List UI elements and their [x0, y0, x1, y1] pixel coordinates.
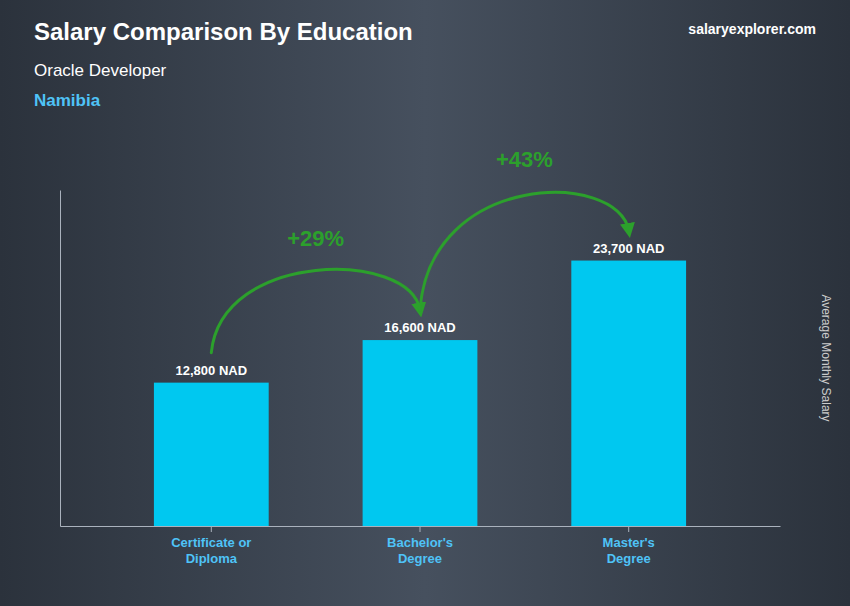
y-axis	[60, 191, 61, 527]
y-axis-line	[60, 191, 61, 527]
growth-label: +43%	[496, 147, 553, 172]
value-label: 16,600 NAD	[384, 320, 456, 335]
growth-label: +29%	[287, 226, 344, 251]
subtitle: Oracle Developer	[34, 61, 167, 80]
background	[0, 0, 850, 606]
bar	[363, 340, 478, 526]
title: Salary Comparison By Education	[34, 18, 413, 45]
source: salaryexplorer.com	[688, 21, 816, 37]
bar	[154, 383, 269, 526]
growth-arrow	[211, 269, 420, 352]
y-axis-title: Average Monthly Salary	[819, 294, 833, 421]
x-tick-mark	[628, 526, 629, 532]
x-tick-label: Master'sDegree	[603, 535, 655, 566]
x-tick-label-line: Degree	[607, 551, 651, 566]
value-label: 12,800 NAD	[176, 363, 248, 378]
x-tick-mark	[420, 526, 421, 532]
x-tick: Bachelor'sDegree	[387, 526, 453, 566]
x-tick-label-line: Certificate or	[171, 535, 251, 550]
x-tick-label-line: Master's	[603, 535, 655, 550]
x-tick-label: Bachelor'sDegree	[387, 535, 453, 566]
plot: Certificate orDiplomaBachelor'sDegreeMas…	[61, 147, 781, 567]
x-tick: Certificate orDiploma	[171, 526, 251, 566]
chart: Salary Comparison By Education Oracle Dev…	[0, 0, 850, 606]
x-tick-label: Certificate orDiploma	[171, 535, 251, 566]
x-tick-label-line: Bachelor's	[387, 535, 453, 550]
value-label: 23,700 NAD	[593, 241, 665, 256]
x-tick-label-line: Degree	[398, 551, 442, 566]
location: Namibia	[34, 91, 101, 110]
bar	[571, 261, 686, 526]
x-tick: Master'sDegree	[603, 526, 655, 566]
growth-arrow	[420, 192, 629, 310]
x-tick-label-line: Diploma	[186, 551, 238, 566]
x-axis: Certificate orDiplomaBachelor'sDegreeMas…	[61, 526, 781, 566]
x-tick-mark	[211, 526, 212, 532]
